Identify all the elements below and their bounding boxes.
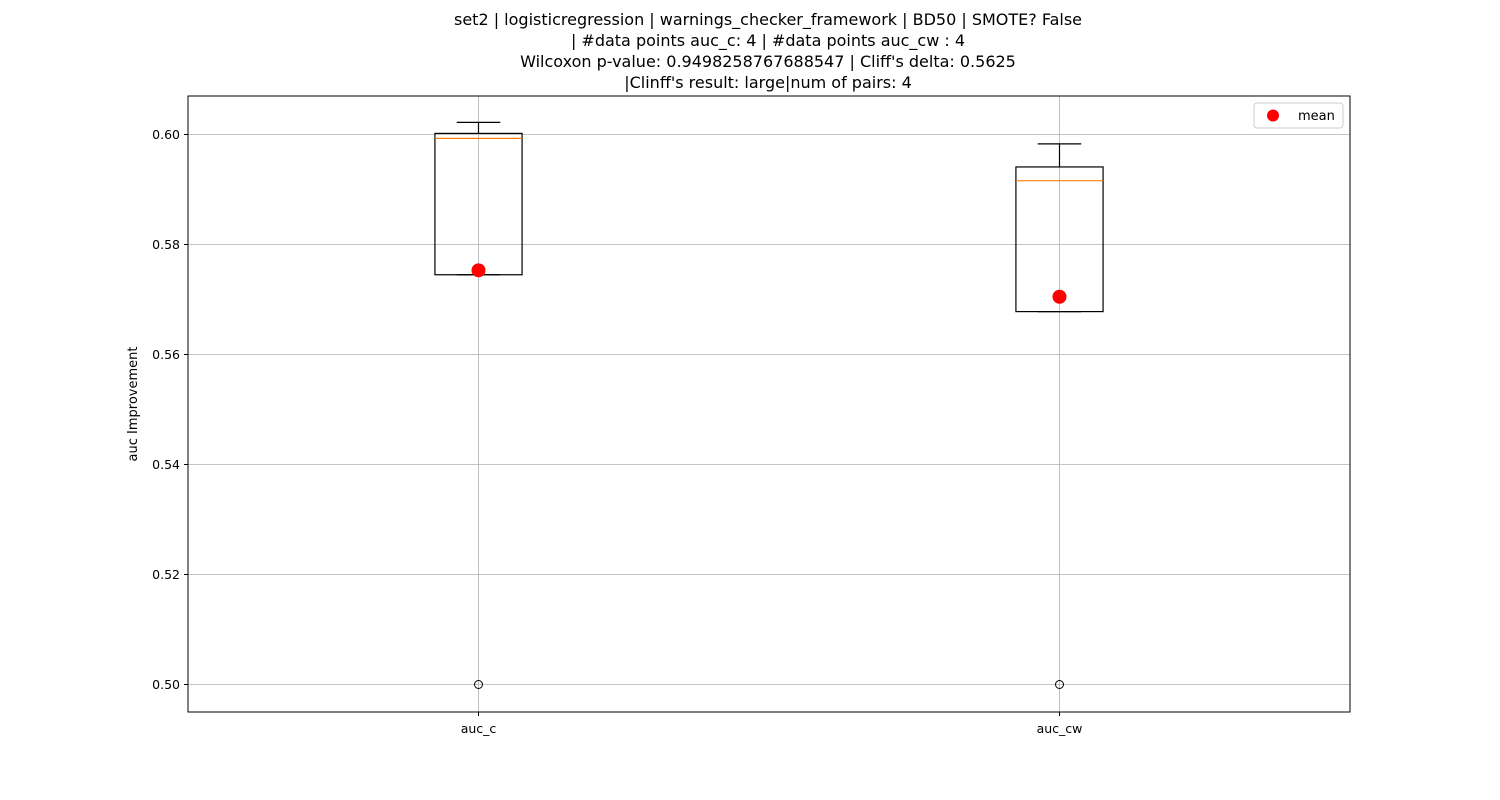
mean-point	[471, 263, 486, 278]
y-axis-ticks: 0.50 0.52 0.54 0.56 0.58 0.60	[152, 127, 188, 692]
x-tick-label: auc_c	[461, 721, 497, 736]
y-tick-label: 0.52	[152, 567, 180, 582]
title-line-2: | #data points auc_c: 4 | #data points a…	[571, 31, 965, 51]
box-auc_cw	[1015, 143, 1104, 689]
outlier-point	[1055, 680, 1064, 689]
y-tick-label: 0.50	[152, 677, 180, 692]
y-tick-label: 0.56	[152, 347, 180, 362]
title-line-3: Wilcoxon p-value: 0.9498258767688547 | C…	[520, 52, 1016, 71]
chart-title: set2 | logisticregression | warnings_che…	[454, 10, 1082, 92]
mean-point	[1052, 289, 1067, 304]
legend-box	[1253, 102, 1344, 129]
y-tick-label: 0.54	[152, 457, 180, 472]
box-series	[434, 121, 1104, 689]
plot-frame	[187, 95, 1351, 713]
x-axis-ticks: auc_c auc_cw	[461, 712, 1083, 736]
iqr-box	[1015, 166, 1104, 313]
legend: mean	[1253, 102, 1344, 129]
box-auc_c	[434, 121, 523, 689]
title-line-4: |Clinff's result: large|num of pairs: 4	[624, 73, 912, 92]
y-tick-label: 0.58	[152, 237, 180, 252]
title-line-1: set2 | logisticregression | warnings_che…	[454, 10, 1082, 30]
legend-mean-marker	[1267, 109, 1279, 122]
y-axis-label: auc Improvement	[126, 347, 141, 462]
x-tick-label: auc_cw	[1037, 721, 1083, 736]
legend-mean-label: mean	[1298, 109, 1335, 124]
outlier-point	[474, 680, 483, 689]
y-tick-label: 0.60	[152, 127, 180, 142]
grid-lines	[188, 96, 1350, 712]
